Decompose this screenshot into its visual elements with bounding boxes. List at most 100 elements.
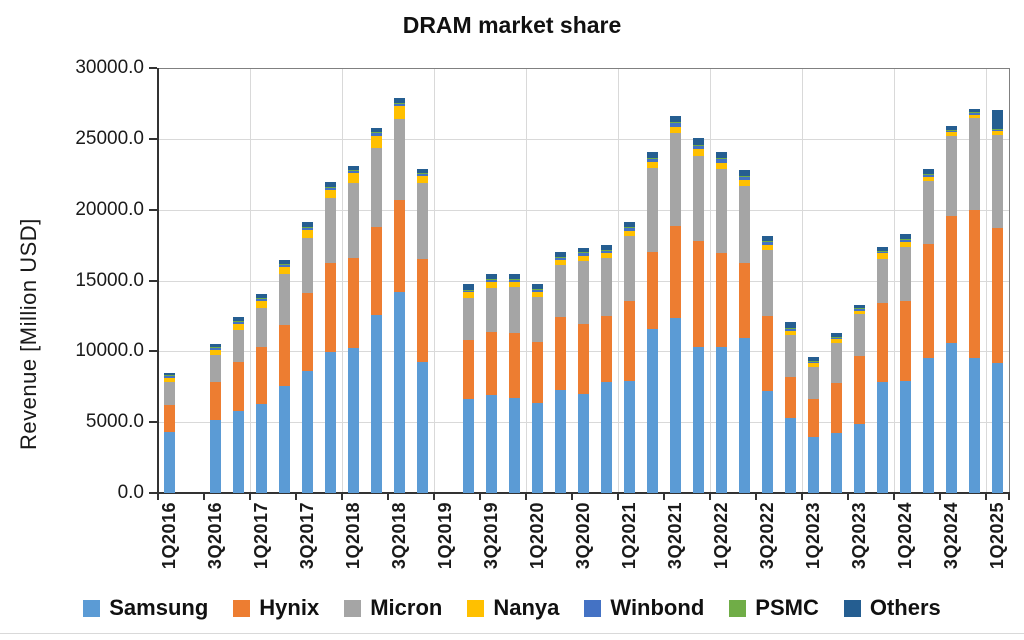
bar-segment-winbond [670, 123, 681, 127]
legend-label: Others [869, 595, 941, 620]
x-tick-mark [341, 493, 343, 500]
bar-segment-winbond [601, 250, 612, 254]
bar-segment-hynix [785, 376, 796, 419]
bar-segment-nanya [394, 105, 405, 120]
bar-segment-micron [624, 236, 635, 301]
bar-segment-nanya [325, 189, 336, 199]
x-tick-mark [939, 493, 941, 500]
bar-segment-hynix [555, 316, 566, 390]
bar-segment-nanya [601, 253, 612, 259]
bar-segment-others [394, 98, 405, 103]
bar-segment-psmc [739, 176, 750, 177]
y-tick-mark [149, 67, 157, 69]
bar-segment-micron [210, 355, 221, 383]
bar-segment-samsung [923, 357, 934, 493]
bar-segment-hynix [992, 227, 1003, 364]
bar-segment-micron [463, 297, 474, 340]
bar-segment-others [371, 127, 382, 133]
bar-segment-winbond [509, 279, 520, 282]
bar-segment-samsung [532, 403, 543, 493]
x-tick-mark [985, 493, 987, 500]
bar-segment-nanya [969, 115, 980, 119]
bar-segment-psmc [279, 263, 290, 265]
bar-segment-nanya [279, 266, 290, 275]
bar-segment-micron [394, 119, 405, 201]
bar-segment-samsung [808, 437, 819, 493]
bar-segment-winbond [210, 347, 221, 350]
v-gridline [802, 68, 803, 493]
bar-segment-nanya [670, 126, 681, 134]
bar-segment-hynix [233, 362, 244, 411]
bar-segment-others [785, 322, 796, 328]
bar-segment-hynix [670, 225, 681, 318]
bar-segment-samsung [785, 418, 796, 493]
bar-segment-micron [716, 169, 727, 253]
x-tick-label: 1Q2025 [986, 502, 1007, 570]
bar-segment-winbond [532, 289, 543, 292]
bar-segment-samsung [555, 389, 566, 493]
bar-segment-others [900, 234, 911, 239]
bar-segment-hynix [877, 303, 888, 383]
bar-segment-others [670, 115, 681, 123]
bar-segment-winbond [394, 103, 405, 106]
x-tick-label: 3Q2018 [388, 502, 409, 570]
v-gridline [986, 68, 987, 493]
bar-segment-micron [854, 314, 865, 356]
bar-segment-samsung [969, 358, 980, 493]
y-tick-label: 10000.0 [75, 340, 144, 362]
bar-segment-hynix [762, 315, 773, 391]
bar-segment-nanya [463, 292, 474, 298]
bar-segment-psmc [417, 173, 428, 174]
x-tick-label: 3Q2024 [940, 502, 961, 570]
bar-segment-hynix [371, 226, 382, 315]
legend-swatch-others [843, 599, 861, 617]
plot-border-top [158, 68, 1009, 69]
bar-segment-psmc [716, 158, 727, 160]
x-tick-label: 3Q2020 [572, 502, 593, 570]
bar-segment-samsung [647, 329, 658, 493]
bar-segment-samsung [463, 398, 474, 493]
legend-swatch-psmc [729, 599, 747, 617]
bar-segment-hynix [509, 333, 520, 398]
bar-segment-psmc [969, 112, 980, 113]
bar-segment-psmc [325, 186, 336, 188]
bar-segment-hynix [624, 300, 635, 381]
y-tick-label: 30000.0 [75, 57, 144, 78]
x-tick-mark [847, 493, 849, 500]
bar-segment-hynix [348, 257, 359, 349]
bar-segment-psmc [670, 122, 681, 124]
bar-segment-nanya [739, 180, 750, 186]
bar-segment-psmc [256, 298, 267, 299]
bar-segment-winbond [992, 129, 1003, 131]
bar-segment-hynix [946, 215, 957, 344]
bar-segment-nanya [831, 339, 842, 344]
x-tick-mark [249, 493, 251, 500]
legend-swatch-hynix [233, 599, 251, 617]
bar-segment-micron [233, 329, 244, 363]
bar-segment-others [693, 138, 704, 146]
x-tick-mark [479, 493, 481, 500]
bar-segment-samsung [739, 338, 750, 493]
bar-segment-nanya [348, 173, 359, 183]
bar-segment-hynix [601, 315, 612, 382]
bar-segment-hynix [256, 347, 267, 405]
bar-segment-psmc [877, 250, 888, 252]
bar-segment-psmc [233, 321, 244, 322]
bar-segment-hynix [578, 324, 589, 395]
bar-segment-winbond [923, 174, 934, 177]
legend-label: Samsung [109, 595, 209, 620]
bar-segment-samsung [371, 314, 382, 493]
bar-segment-winbond [325, 187, 336, 190]
bar-segment-hynix [923, 244, 934, 358]
bar-segment-others [302, 222, 313, 227]
bar-segment-psmc [785, 327, 796, 329]
bar-segment-nanya [302, 229, 313, 239]
bar-segment-winbond [256, 298, 267, 302]
legend-item-nanya: Nanya [467, 595, 559, 621]
x-tick-label: 3Q2016 [204, 502, 225, 570]
x-tick-label: 1Q2019 [434, 502, 455, 570]
bar-segment-others [509, 274, 520, 280]
bar-segment-hynix [486, 331, 497, 395]
bar-segment-winbond [417, 173, 428, 177]
bar-segment-samsung [164, 431, 175, 493]
